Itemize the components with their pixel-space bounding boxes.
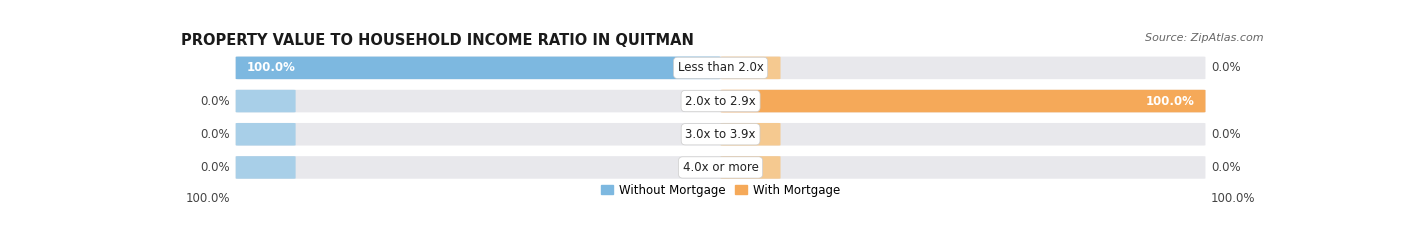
- FancyBboxPatch shape: [236, 123, 295, 146]
- Text: Less than 2.0x: Less than 2.0x: [678, 61, 763, 74]
- Text: 100.0%: 100.0%: [246, 61, 295, 74]
- FancyBboxPatch shape: [236, 156, 295, 179]
- Text: 2.0x to 2.9x: 2.0x to 2.9x: [685, 95, 756, 108]
- FancyBboxPatch shape: [721, 156, 780, 179]
- FancyBboxPatch shape: [236, 90, 295, 112]
- Legend: Without Mortgage, With Mortgage: Without Mortgage, With Mortgage: [596, 179, 845, 202]
- FancyBboxPatch shape: [721, 57, 780, 79]
- Text: 4.0x or more: 4.0x or more: [683, 161, 758, 174]
- Text: PROPERTY VALUE TO HOUSEHOLD INCOME RATIO IN QUITMAN: PROPERTY VALUE TO HOUSEHOLD INCOME RATIO…: [181, 33, 695, 48]
- Text: 3.0x to 3.9x: 3.0x to 3.9x: [685, 128, 756, 141]
- Text: 100.0%: 100.0%: [1211, 192, 1256, 205]
- Text: 0.0%: 0.0%: [1211, 61, 1240, 74]
- FancyBboxPatch shape: [236, 90, 1205, 112]
- Text: Source: ZipAtlas.com: Source: ZipAtlas.com: [1144, 33, 1263, 43]
- Text: 0.0%: 0.0%: [201, 161, 231, 174]
- FancyBboxPatch shape: [721, 90, 1205, 112]
- FancyBboxPatch shape: [236, 57, 1205, 79]
- Text: 0.0%: 0.0%: [201, 128, 231, 141]
- Text: 100.0%: 100.0%: [1146, 95, 1195, 108]
- Text: 0.0%: 0.0%: [201, 95, 231, 108]
- Text: 0.0%: 0.0%: [1211, 128, 1240, 141]
- FancyBboxPatch shape: [236, 156, 1205, 179]
- Text: 100.0%: 100.0%: [186, 192, 231, 205]
- FancyBboxPatch shape: [236, 123, 1205, 146]
- FancyBboxPatch shape: [236, 57, 721, 79]
- FancyBboxPatch shape: [721, 123, 780, 146]
- Text: 0.0%: 0.0%: [1211, 161, 1240, 174]
